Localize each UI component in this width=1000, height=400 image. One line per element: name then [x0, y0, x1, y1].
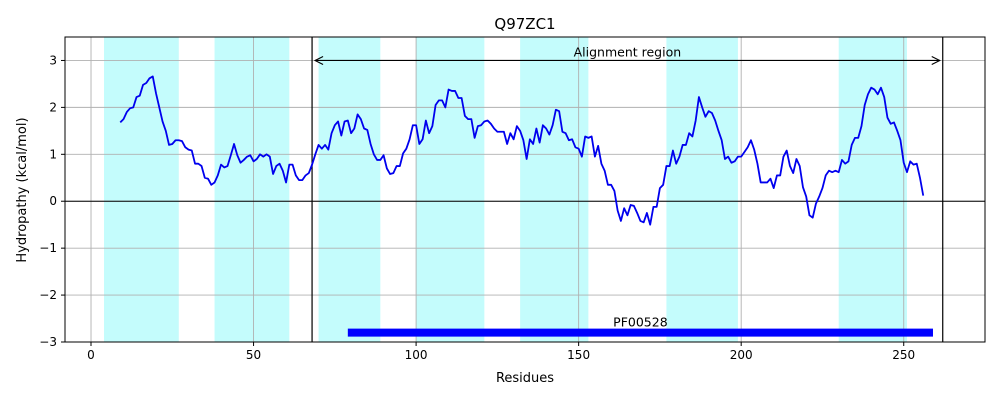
highlight-band-4 [520, 37, 589, 342]
x-tick-label-250: 250 [892, 348, 915, 362]
hydropathy-line [119, 75, 925, 226]
y-tick-label-1: 1 [49, 147, 57, 161]
x-tick-label-150: 150 [567, 348, 590, 362]
plot-frame [64, 36, 986, 343]
highlight-band-2 [318, 37, 381, 342]
x-tick-label-100: 100 [405, 348, 428, 362]
x-tick-label-200: 200 [730, 348, 753, 362]
annotations: Alignment region PF00528 [313, 44, 941, 337]
x-axis-label: Residues [496, 371, 554, 386]
x-tick-label-0: 0 [87, 348, 95, 362]
y-tick-label--3: −3 [39, 335, 57, 349]
alignment-arrow-right-head [931, 55, 941, 65]
y-tick-label--1: −1 [39, 241, 57, 255]
highlight-band-3 [416, 37, 485, 342]
series-layer [119, 75, 925, 226]
x-tick-label-50: 50 [246, 348, 261, 362]
plot-border [64, 36, 986, 343]
highlight-bands [104, 37, 907, 342]
y-tick-label-2: 2 [49, 100, 57, 114]
highlight-band-6 [838, 37, 907, 342]
alignment-region-label: Alignment region [574, 44, 682, 59]
pfam-bar [347, 328, 933, 337]
tick-layer: 0 50 100 150 200 250 −3 −2 −1 0 1 2 3 [39, 53, 915, 362]
y-tick-label--2: −2 [39, 288, 57, 302]
alignment-arrow-left-head [313, 55, 324, 65]
y-tick-label-0: 0 [49, 194, 57, 208]
y-axis-label: Hydropathy (kcal/mol) [15, 117, 30, 262]
highlight-band-5 [666, 37, 738, 342]
pfam-label: PF00528 [613, 315, 668, 330]
chart-title: Q97ZC1 [494, 15, 555, 33]
y-tick-label-3: 3 [49, 53, 57, 67]
highlight-band-0 [104, 37, 179, 342]
reference-lines [65, 37, 985, 342]
highlight-band-1 [214, 37, 290, 342]
